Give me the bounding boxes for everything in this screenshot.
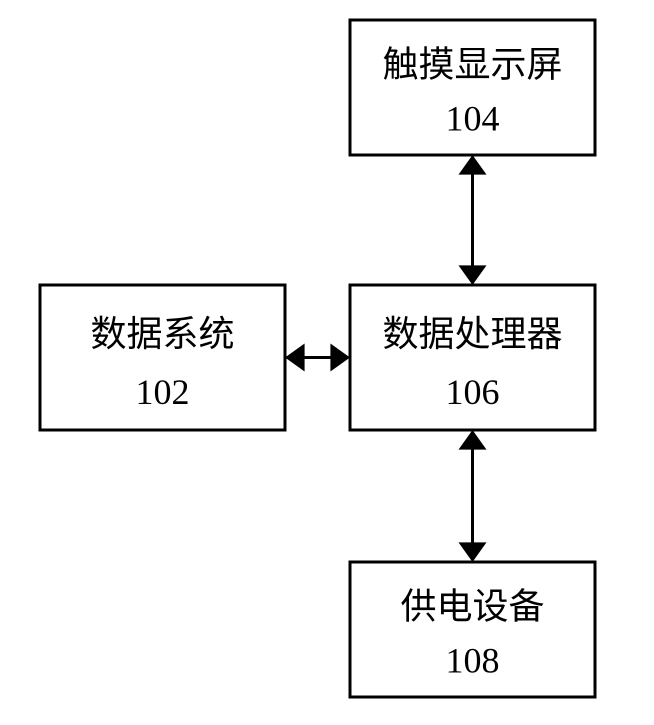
node-power-supply: 供电设备 108 bbox=[350, 562, 595, 697]
system-block-diagram: 触摸显示屏 104 数据系统 102 数据处理器 106 供电设备 108 bbox=[0, 0, 654, 725]
node-data-system: 数据系统 102 bbox=[40, 285, 285, 430]
edge-touch_screen-data_processor bbox=[459, 155, 487, 285]
number-power-supply: 108 bbox=[446, 641, 500, 681]
edge-data_processor-power_supply bbox=[459, 430, 487, 562]
number-data-system: 102 bbox=[136, 372, 190, 412]
edge-data_system-data_processor bbox=[285, 344, 350, 372]
node-data-processor: 数据处理器 106 bbox=[350, 285, 595, 430]
label-data-processor: 数据处理器 bbox=[382, 314, 562, 354]
label-power-supply: 供电设备 bbox=[400, 587, 544, 627]
number-data-processor: 106 bbox=[446, 372, 500, 412]
label-data-system: 数据系统 bbox=[90, 314, 234, 354]
label-touch-screen: 触摸显示屏 bbox=[382, 45, 562, 85]
node-touch-screen: 触摸显示屏 104 bbox=[350, 20, 595, 155]
number-touch-screen: 104 bbox=[446, 99, 500, 139]
